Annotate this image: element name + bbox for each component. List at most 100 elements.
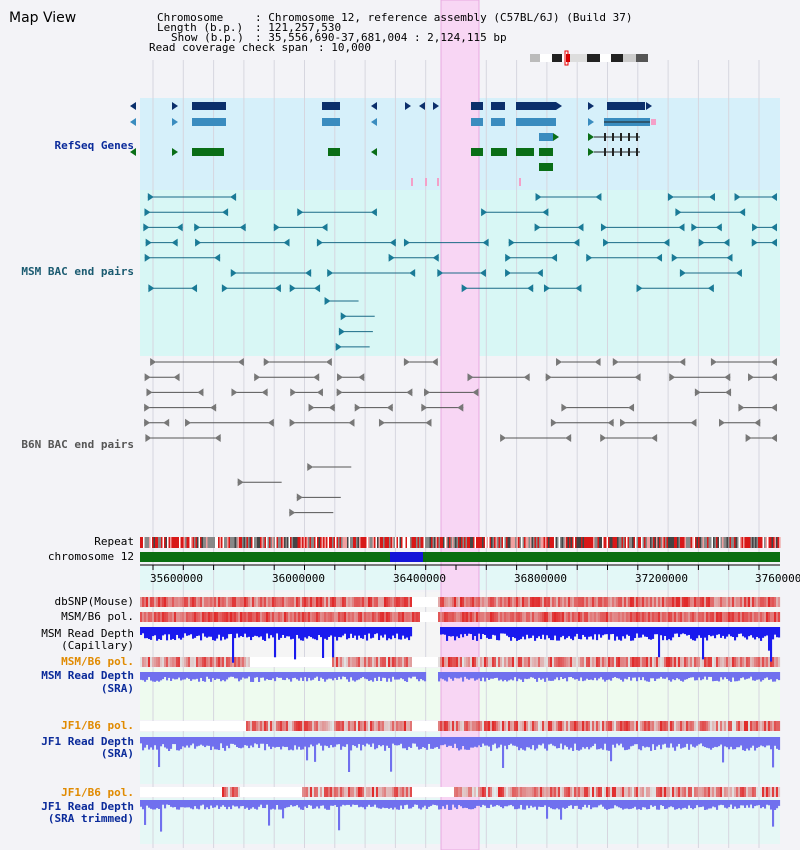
heatmap-cell <box>208 721 211 731</box>
depth-bar <box>666 672 669 678</box>
heatmap-cell <box>628 612 631 622</box>
repeat-bar <box>473 537 475 548</box>
depth-bar <box>624 627 627 639</box>
depth-bar <box>670 800 673 807</box>
heatmap-cell <box>710 787 713 797</box>
heatmap-cell <box>540 721 543 731</box>
repeat-bar <box>726 537 729 548</box>
repeat-bar <box>507 537 510 548</box>
heatmap-cell <box>412 657 415 667</box>
heatmap-cell <box>556 721 559 731</box>
heatmap-cell <box>202 657 205 667</box>
heatmap-cell <box>656 597 659 607</box>
heatmap-cell <box>436 597 439 607</box>
depth-bar <box>284 737 287 748</box>
heatmap-cell <box>162 597 165 607</box>
heatmap-cell <box>372 721 375 731</box>
depth-bar <box>648 800 651 809</box>
heatmap-cell <box>660 787 663 797</box>
heatmap-cell <box>572 597 575 607</box>
repeat-bar <box>164 537 166 548</box>
heatmap-cell <box>722 787 725 797</box>
depth-bar <box>280 800 283 810</box>
depth-bar <box>756 737 759 748</box>
heatmap-cell <box>260 657 263 667</box>
heatmap-cell <box>688 597 691 607</box>
track-label-b6n-bac[interactable]: B6N BAC end pairs <box>21 438 134 451</box>
depth-bar <box>280 672 283 678</box>
gene-exon <box>322 118 340 126</box>
heatmap-cell <box>476 657 479 667</box>
repeat-bar <box>372 537 375 548</box>
heatmap-cell <box>400 721 403 731</box>
heatmap-cell <box>152 657 155 667</box>
track-label-refseq[interactable]: RefSeq Genes <box>54 139 134 152</box>
depth-bar <box>512 672 515 681</box>
heatmap-cell <box>488 612 491 622</box>
heatmap-cell <box>240 597 243 607</box>
heatmap-cell <box>528 721 531 731</box>
heatmap-cell <box>350 721 353 731</box>
depth-bar <box>764 737 767 748</box>
track-label-msm-bac[interactable]: MSM BAC end pairs <box>21 265 134 278</box>
heatmap-cell <box>426 612 429 622</box>
heatmap-cell <box>500 657 503 667</box>
depth-bar <box>260 627 263 637</box>
depth-bar <box>712 737 715 748</box>
heatmap-cell <box>362 612 365 622</box>
depth-bar <box>200 737 203 745</box>
heatmap-cell <box>690 787 693 797</box>
heatmap-cell <box>656 721 659 731</box>
depth-bar <box>550 800 553 809</box>
heatmap-cell <box>432 597 435 607</box>
depth-bar <box>174 672 177 680</box>
depth-bar <box>714 672 717 681</box>
depth-bar <box>360 627 363 639</box>
repeat-bar <box>629 537 631 548</box>
heatmap-cell <box>252 721 255 731</box>
repeat-bar <box>234 537 237 548</box>
depth-bar <box>684 672 687 680</box>
depth-bar <box>198 737 201 746</box>
heatmap-cell <box>506 721 509 731</box>
heatmap-cell <box>392 657 395 667</box>
repeat-bar <box>440 537 442 548</box>
heatmap-cell <box>394 721 397 731</box>
heatmap-cell <box>592 787 595 797</box>
heatmap-cell <box>172 721 175 731</box>
heatmap-cell <box>478 657 481 667</box>
heatmap-cell <box>328 657 331 667</box>
heatmap-cell <box>216 597 219 607</box>
depth-bar <box>168 627 171 635</box>
heatmap-cell <box>738 721 741 731</box>
depth-bar <box>510 800 513 805</box>
depth-bar <box>230 800 233 810</box>
heatmap-cell <box>694 657 697 667</box>
heatmap-cell <box>142 787 145 797</box>
heatmap-cell <box>666 787 669 797</box>
depth-bar <box>372 737 375 744</box>
depth-bar <box>692 627 695 641</box>
heatmap-cell <box>676 721 679 731</box>
depth-bar <box>566 737 569 747</box>
heatmap-cell <box>432 721 435 731</box>
depth-bar <box>294 627 297 660</box>
bac-end-marker <box>403 238 410 247</box>
heatmap-cell <box>526 612 529 622</box>
repeat-bar <box>140 537 142 548</box>
depth-bar <box>206 627 209 638</box>
repeat-bar <box>339 537 342 548</box>
bac-end-marker <box>316 238 323 247</box>
repeat-bar <box>678 537 681 548</box>
depth-bar <box>228 672 231 678</box>
depth-bar <box>578 800 581 809</box>
gene-exon <box>491 118 505 126</box>
depth-bar <box>774 627 777 635</box>
bac-end-marker <box>403 358 410 366</box>
repeat-bar <box>747 537 750 548</box>
heatmap-cell <box>656 787 659 797</box>
heatmap-cell <box>690 657 693 667</box>
repeat-bar <box>143 537 145 548</box>
